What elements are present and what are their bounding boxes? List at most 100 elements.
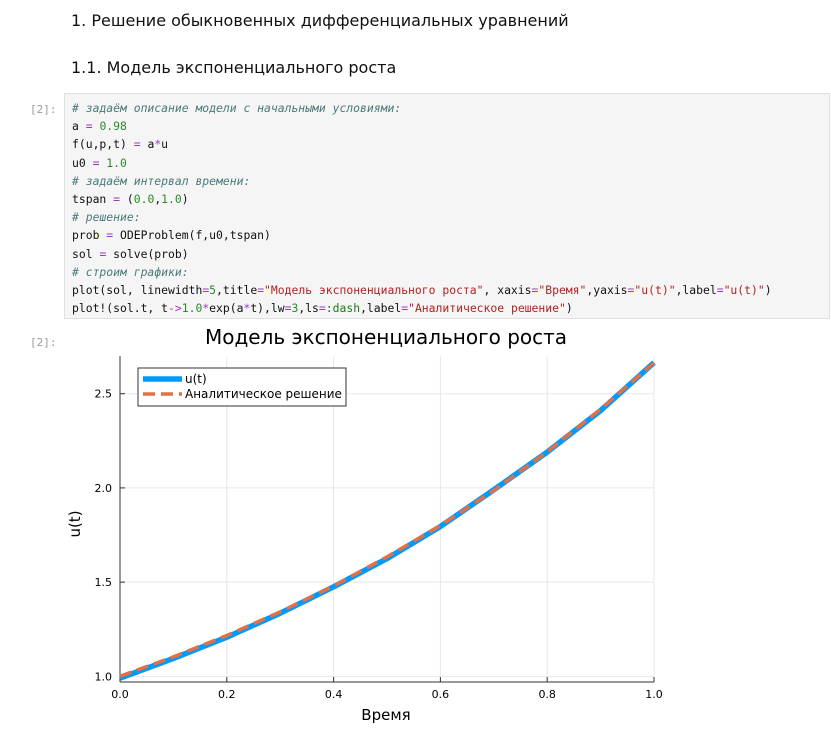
- code-token: f(u,p,t): [72, 137, 134, 152]
- input-prompt: [2]:: [30, 103, 57, 116]
- code-token: ,label: [360, 301, 402, 316]
- x-tick-label: 0.4: [325, 688, 343, 701]
- x-tick-label: 0.2: [218, 688, 236, 701]
- code-token: =: [257, 283, 265, 298]
- code-token: =: [92, 155, 100, 170]
- code-token: =: [133, 137, 141, 152]
- code-token: # задаём интервал времени:: [72, 173, 251, 188]
- code-token: =: [85, 119, 93, 134]
- x-tick-label: 1.0: [645, 688, 663, 701]
- code-token: "u(t)": [723, 283, 765, 298]
- code-token: "Модель экспоненциального роста": [264, 283, 484, 298]
- chart-title: Модель экспоненциального роста: [205, 325, 567, 349]
- code-line: prob = ODEProblem(f,u0,tspan): [72, 226, 822, 244]
- chart-axes: [119, 356, 654, 683]
- code-token: :dash: [325, 301, 361, 316]
- notebook-heading-1: 1. Решение обыкновенных дифференциальных…: [71, 11, 569, 30]
- code-line: plot(sol, linewidth=5,title="Модель эксп…: [72, 281, 822, 299]
- code-token: # задаём описание модели с начальными ус…: [72, 101, 402, 115]
- code-token: ,title: [216, 283, 258, 298]
- code-token: =: [716, 283, 724, 298]
- code-token: t),lw: [250, 301, 285, 316]
- code-line: plot!(sol.t, t->1.0*exp(a*t),lw=3,ls=:da…: [72, 299, 822, 317]
- code-line: # строим графики:: [72, 263, 822, 281]
- chart-ticks: 0.0 0.2 0.4 0.6 0.8 1.0 1.0 1.5 2.0 2.5: [95, 388, 663, 701]
- code-line: u0 = 1.0: [72, 154, 822, 172]
- code-token: ,label: [675, 283, 717, 298]
- code-token: plot(sol, linewidth: [72, 283, 203, 298]
- code-token: 5: [209, 283, 217, 298]
- code-token: ): [565, 301, 573, 316]
- x-tick-label: 0.6: [432, 688, 450, 701]
- code-token: 1.0: [161, 192, 182, 207]
- code-token: ): [181, 192, 189, 207]
- code-token: *: [202, 301, 210, 316]
- output-prompt: [2]:: [30, 336, 57, 349]
- x-axis-label: Время: [361, 706, 410, 724]
- x-tick-label: 0.0: [111, 688, 129, 701]
- code-token: "u(t)": [634, 283, 676, 298]
- code-token: =: [401, 301, 409, 316]
- code-line: a = 0.98: [72, 117, 822, 135]
- code-token: "Аналитическое решение": [408, 301, 566, 316]
- code-token: 0.98: [99, 119, 127, 134]
- code-token: =: [318, 301, 326, 316]
- code-line: tspan = (0.0,1.0): [72, 190, 822, 208]
- code-token: , xaxis: [483, 283, 532, 298]
- chart-legend: u(t)Аналитическое решение: [137, 367, 347, 407]
- code-line: # задаём интервал времени:: [72, 172, 822, 190]
- code-token: =: [627, 283, 635, 298]
- code-token: 1.0: [106, 155, 127, 170]
- code-token: plot!(sol.t, t: [72, 301, 169, 316]
- code-token: u: [161, 137, 169, 152]
- code-token: 1.0: [181, 301, 203, 316]
- legend-label-1: Аналитическое решение: [185, 387, 342, 401]
- code-line: # задаём описание модели с начальными ус…: [72, 99, 822, 117]
- code-token: a: [140, 137, 155, 152]
- code-token: "Время": [538, 283, 587, 298]
- y-tick-label: 2.5: [95, 388, 113, 401]
- code-token: =: [113, 192, 121, 207]
- code-line: # решение:: [72, 208, 822, 226]
- series-line-0: [119, 360, 656, 681]
- code-line: sol = solve(prob): [72, 245, 822, 263]
- code-token: *: [243, 301, 251, 316]
- code-token: ): [764, 283, 772, 298]
- legend-box: [137, 367, 347, 407]
- code-token: =: [106, 228, 114, 243]
- code-token: # решение:: [72, 210, 141, 225]
- code-token: 0.0: [133, 192, 155, 207]
- notebook-heading-2: 1.1. Модель экспоненциального роста: [71, 58, 397, 77]
- code-token: =: [531, 283, 539, 298]
- legend-label-0: u(t): [185, 372, 207, 386]
- y-tick-label: 1.0: [95, 670, 113, 683]
- plot-output: Модель экспоненциального роста 0.0 0.2 0.4…: [66, 325, 663, 724]
- code-cell[interactable]: # задаём описание модели с начальными ус…: [64, 93, 830, 319]
- code-token: u0: [72, 155, 93, 170]
- code-token: sol: [72, 246, 100, 261]
- code-token: ,: [154, 192, 162, 207]
- code-token: # строим графики:: [72, 264, 189, 279]
- code-token: *: [154, 137, 162, 152]
- code-token: exp(a: [209, 301, 244, 316]
- code-token: ODEProblem(f,u0,tspan): [113, 228, 271, 243]
- code-token: ,yaxis: [586, 283, 628, 298]
- code-token: prob: [72, 228, 107, 243]
- y-tick-label: 2.0: [95, 482, 113, 495]
- code-token: (: [120, 192, 134, 207]
- code-line: f(u,p,t) = a*u: [72, 135, 822, 153]
- code-token: =: [284, 301, 292, 316]
- code-token: solve(prob): [106, 246, 189, 261]
- code-token: a: [72, 119, 86, 134]
- code-token: ,ls: [298, 301, 319, 316]
- code-token: ->: [168, 301, 182, 316]
- code-token: 3: [291, 301, 299, 316]
- code-editor[interactable]: # задаём описание модели с начальными ус…: [65, 94, 829, 322]
- code-token: =: [202, 283, 210, 298]
- x-tick-label: 0.8: [538, 688, 556, 701]
- series-line-1: [119, 361, 656, 678]
- y-tick-label: 1.5: [95, 576, 113, 589]
- chart-series: [119, 360, 656, 681]
- code-token: tspan: [72, 192, 114, 207]
- code-token: =: [99, 246, 107, 261]
